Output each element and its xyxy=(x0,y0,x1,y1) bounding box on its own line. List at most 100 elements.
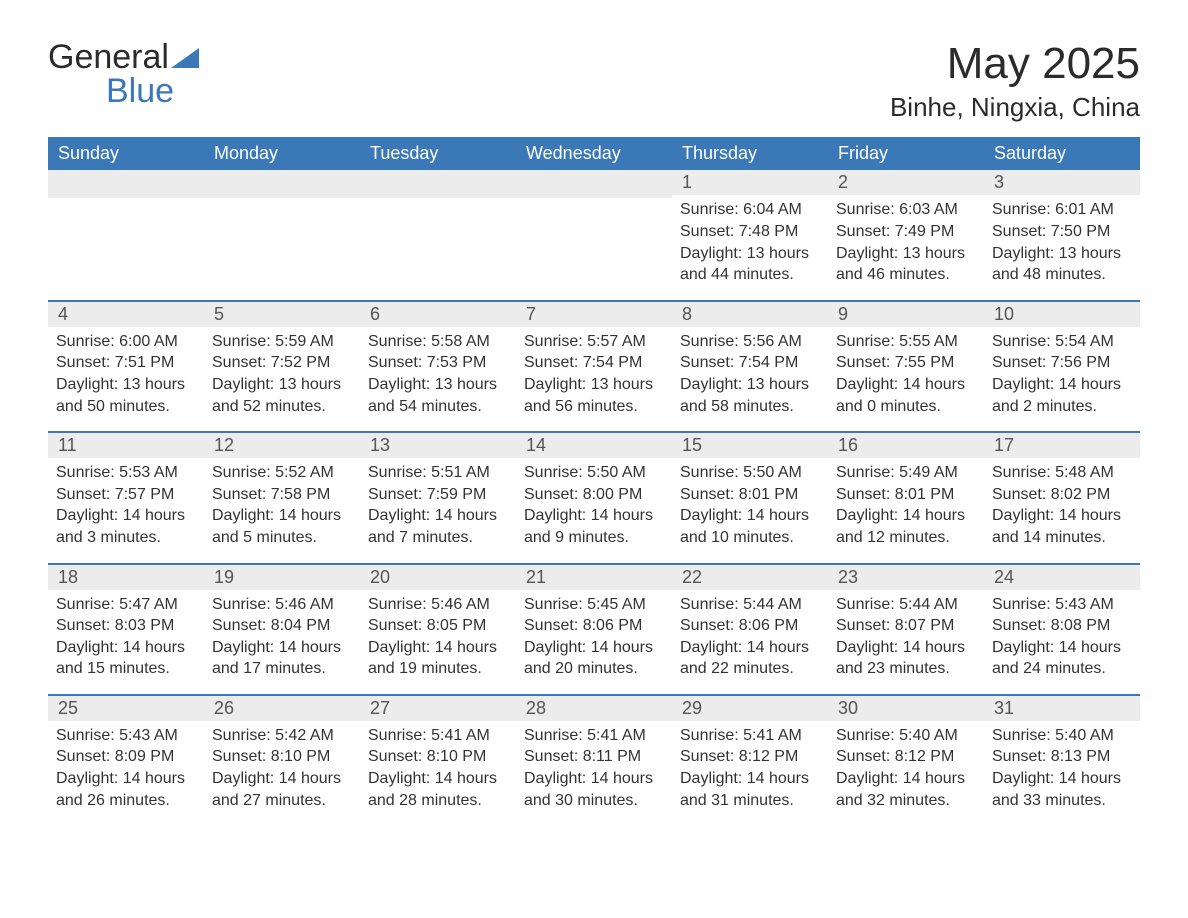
day-number: 5 xyxy=(204,302,360,327)
calendar-day: 22Sunrise: 5:44 AMSunset: 8:06 PMDayligh… xyxy=(672,565,828,694)
day-body: Sunrise: 5:50 AMSunset: 8:01 PMDaylight:… xyxy=(672,458,828,548)
calendar-day: 16Sunrise: 5:49 AMSunset: 8:01 PMDayligh… xyxy=(828,433,984,562)
daylight-text: Daylight: 14 hours and 33 minutes. xyxy=(992,768,1132,811)
day-number: 27 xyxy=(360,696,516,721)
daylight-text: Daylight: 14 hours and 7 minutes. xyxy=(368,505,508,548)
day-number: 8 xyxy=(672,302,828,327)
day-number: 3 xyxy=(984,170,1140,195)
sunrise-text: Sunrise: 5:56 AM xyxy=(680,331,820,353)
day-number: 4 xyxy=(48,302,204,327)
calendar-day: 19Sunrise: 5:46 AMSunset: 8:04 PMDayligh… xyxy=(204,565,360,694)
sunset-text: Sunset: 7:56 PM xyxy=(992,352,1132,374)
daylight-text: Daylight: 14 hours and 28 minutes. xyxy=(368,768,508,811)
weekday-header: Tuesday xyxy=(360,137,516,170)
day-body: Sunrise: 5:51 AMSunset: 7:59 PMDaylight:… xyxy=(360,458,516,548)
day-number: 29 xyxy=(672,696,828,721)
sunset-text: Sunset: 7:54 PM xyxy=(524,352,664,374)
calendar-day: 20Sunrise: 5:46 AMSunset: 8:05 PMDayligh… xyxy=(360,565,516,694)
calendar-day: 11Sunrise: 5:53 AMSunset: 7:57 PMDayligh… xyxy=(48,433,204,562)
calendar-day: 17Sunrise: 5:48 AMSunset: 8:02 PMDayligh… xyxy=(984,433,1140,562)
day-number: 22 xyxy=(672,565,828,590)
day-number: 21 xyxy=(516,565,672,590)
calendar-day xyxy=(48,170,204,299)
daylight-text: Daylight: 14 hours and 14 minutes. xyxy=(992,505,1132,548)
daylight-text: Daylight: 14 hours and 10 minutes. xyxy=(680,505,820,548)
location: Binhe, Ningxia, China xyxy=(890,92,1140,123)
sunset-text: Sunset: 7:57 PM xyxy=(56,484,196,506)
sunset-text: Sunset: 7:53 PM xyxy=(368,352,508,374)
day-body: Sunrise: 5:55 AMSunset: 7:55 PMDaylight:… xyxy=(828,327,984,417)
day-number: 17 xyxy=(984,433,1140,458)
daylight-text: Daylight: 14 hours and 26 minutes. xyxy=(56,768,196,811)
sunset-text: Sunset: 8:08 PM xyxy=(992,615,1132,637)
daylight-text: Daylight: 14 hours and 22 minutes. xyxy=(680,637,820,680)
sunrise-text: Sunrise: 5:43 AM xyxy=(56,725,196,747)
day-number: 30 xyxy=(828,696,984,721)
calendar-day: 12Sunrise: 5:52 AMSunset: 7:58 PMDayligh… xyxy=(204,433,360,562)
sunset-text: Sunset: 7:48 PM xyxy=(680,221,820,243)
day-body: Sunrise: 6:00 AMSunset: 7:51 PMDaylight:… xyxy=(48,327,204,417)
logo-word1: General xyxy=(48,38,169,76)
calendar-week: 18Sunrise: 5:47 AMSunset: 8:03 PMDayligh… xyxy=(48,563,1140,694)
logo-triangle-icon xyxy=(171,40,199,74)
daylight-text: Daylight: 13 hours and 44 minutes. xyxy=(680,243,820,286)
calendar-week: 1Sunrise: 6:04 AMSunset: 7:48 PMDaylight… xyxy=(48,170,1140,299)
day-body: Sunrise: 5:41 AMSunset: 8:12 PMDaylight:… xyxy=(672,721,828,811)
day-number: 6 xyxy=(360,302,516,327)
sunrise-text: Sunrise: 5:46 AM xyxy=(368,594,508,616)
sunset-text: Sunset: 8:01 PM xyxy=(680,484,820,506)
day-body: Sunrise: 5:46 AMSunset: 8:04 PMDaylight:… xyxy=(204,590,360,680)
title-block: May 2025 Binhe, Ningxia, China xyxy=(890,40,1140,123)
sunrise-text: Sunrise: 5:41 AM xyxy=(680,725,820,747)
calendar-day: 3Sunrise: 6:01 AMSunset: 7:50 PMDaylight… xyxy=(984,170,1140,299)
day-body: Sunrise: 5:49 AMSunset: 8:01 PMDaylight:… xyxy=(828,458,984,548)
calendar-week: 4Sunrise: 6:00 AMSunset: 7:51 PMDaylight… xyxy=(48,300,1140,431)
calendar-day: 15Sunrise: 5:50 AMSunset: 8:01 PMDayligh… xyxy=(672,433,828,562)
day-body: Sunrise: 5:44 AMSunset: 8:06 PMDaylight:… xyxy=(672,590,828,680)
month-title: May 2025 xyxy=(890,40,1140,88)
sunset-text: Sunset: 8:13 PM xyxy=(992,746,1132,768)
sunrise-text: Sunrise: 5:44 AM xyxy=(680,594,820,616)
sunrise-text: Sunrise: 5:47 AM xyxy=(56,594,196,616)
daylight-text: Daylight: 14 hours and 30 minutes. xyxy=(524,768,664,811)
day-number: 19 xyxy=(204,565,360,590)
day-body: Sunrise: 5:59 AMSunset: 7:52 PMDaylight:… xyxy=(204,327,360,417)
calendar-day: 2Sunrise: 6:03 AMSunset: 7:49 PMDaylight… xyxy=(828,170,984,299)
sunset-text: Sunset: 8:04 PM xyxy=(212,615,352,637)
day-number: 18 xyxy=(48,565,204,590)
calendar-day: 18Sunrise: 5:47 AMSunset: 8:03 PMDayligh… xyxy=(48,565,204,694)
calendar-day: 28Sunrise: 5:41 AMSunset: 8:11 PMDayligh… xyxy=(516,696,672,825)
day-body: Sunrise: 5:44 AMSunset: 8:07 PMDaylight:… xyxy=(828,590,984,680)
sunset-text: Sunset: 8:05 PM xyxy=(368,615,508,637)
daylight-text: Daylight: 13 hours and 48 minutes. xyxy=(992,243,1132,286)
logo-text: General Blue xyxy=(48,40,199,108)
sunrise-text: Sunrise: 5:46 AM xyxy=(212,594,352,616)
sunset-text: Sunset: 8:03 PM xyxy=(56,615,196,637)
sunrise-text: Sunrise: 5:58 AM xyxy=(368,331,508,353)
calendar-day xyxy=(360,170,516,299)
sunset-text: Sunset: 8:02 PM xyxy=(992,484,1132,506)
daylight-text: Daylight: 14 hours and 3 minutes. xyxy=(56,505,196,548)
calendar-day: 23Sunrise: 5:44 AMSunset: 8:07 PMDayligh… xyxy=(828,565,984,694)
sunset-text: Sunset: 8:01 PM xyxy=(836,484,976,506)
sunset-text: Sunset: 8:12 PM xyxy=(680,746,820,768)
day-body: Sunrise: 5:52 AMSunset: 7:58 PMDaylight:… xyxy=(204,458,360,548)
daylight-text: Daylight: 14 hours and 19 minutes. xyxy=(368,637,508,680)
day-body: Sunrise: 5:43 AMSunset: 8:08 PMDaylight:… xyxy=(984,590,1140,680)
day-body: Sunrise: 6:03 AMSunset: 7:49 PMDaylight:… xyxy=(828,195,984,285)
day-body: Sunrise: 5:42 AMSunset: 8:10 PMDaylight:… xyxy=(204,721,360,811)
sunrise-text: Sunrise: 6:00 AM xyxy=(56,331,196,353)
sunrise-text: Sunrise: 5:53 AM xyxy=(56,462,196,484)
sunset-text: Sunset: 7:50 PM xyxy=(992,221,1132,243)
daylight-text: Daylight: 14 hours and 15 minutes. xyxy=(56,637,196,680)
day-body: Sunrise: 5:41 AMSunset: 8:10 PMDaylight:… xyxy=(360,721,516,811)
sunset-text: Sunset: 7:51 PM xyxy=(56,352,196,374)
day-number: 24 xyxy=(984,565,1140,590)
day-number: 25 xyxy=(48,696,204,721)
sunset-text: Sunset: 7:49 PM xyxy=(836,221,976,243)
day-body: Sunrise: 5:47 AMSunset: 8:03 PMDaylight:… xyxy=(48,590,204,680)
logo-word2: Blue xyxy=(106,72,174,110)
day-body: Sunrise: 6:01 AMSunset: 7:50 PMDaylight:… xyxy=(984,195,1140,285)
sunrise-text: Sunrise: 5:49 AM xyxy=(836,462,976,484)
daylight-text: Daylight: 13 hours and 56 minutes. xyxy=(524,374,664,417)
